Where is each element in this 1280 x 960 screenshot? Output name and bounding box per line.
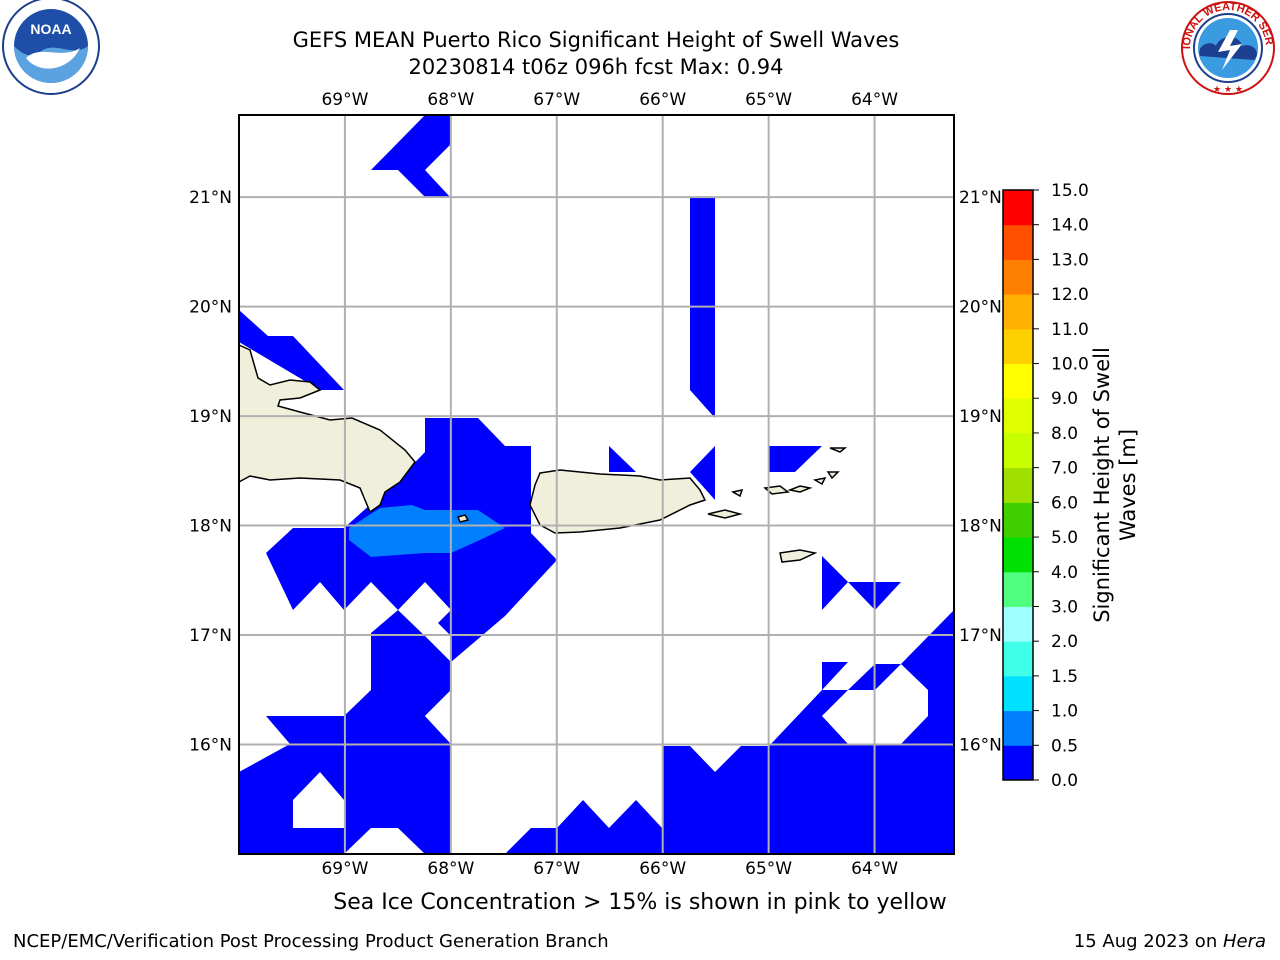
lat-tick-label-right: 17°N <box>959 626 1002 646</box>
land-masses <box>238 343 848 563</box>
colorbar-swatch <box>1003 398 1033 434</box>
footer-date: 15 Aug 2023 on Hera <box>1074 931 1266 952</box>
chart-subtitle: 20230814 t06z 096h fcst Max: 0.94 <box>408 55 784 79</box>
colorbar-title-line2: Waves [m] <box>1116 428 1140 542</box>
noaa-logo: NOAA <box>2 0 100 95</box>
colorbar-tick-label: 9.0 <box>1051 389 1078 409</box>
colorbar-tick-label: 15.0 <box>1051 181 1089 201</box>
noaa-logo-text: NOAA <box>30 21 71 37</box>
colorbar-tick-label: 14.0 <box>1051 216 1089 236</box>
lat-tick-label-left: 21°N <box>189 188 232 208</box>
lon-tick-label-bottom: 68°W <box>427 859 474 879</box>
colorbar-swatch <box>1003 606 1033 642</box>
colorbar-swatch <box>1003 432 1033 469</box>
colorbar-frame <box>1002 189 1034 781</box>
lat-tick-label-right: 20°N <box>959 298 1002 318</box>
map-area <box>238 114 955 855</box>
lon-tick-label-top: 65°W <box>745 90 792 110</box>
st-croix <box>779 549 818 563</box>
map-frame <box>238 114 955 855</box>
colorbar-tick-label: 10.0 <box>1051 355 1089 375</box>
colorbar-swatch <box>1003 328 1033 365</box>
lon-tick-label-bottom: 64°W <box>851 859 898 879</box>
svg-text:★ ★ ★: ★ ★ ★ <box>1213 85 1243 95</box>
lat-tick-label-right: 16°N <box>959 736 1002 756</box>
colorbar-swatch <box>1003 294 1033 330</box>
lon-tick-label-top: 68°W <box>427 90 474 110</box>
lon-tick-label-top: 69°W <box>321 90 368 110</box>
colorbar-swatch <box>1003 259 1033 295</box>
colorbar-tick-label: 8.0 <box>1051 424 1078 444</box>
colorbar-swatch <box>1003 571 1033 607</box>
footer-credit: NCEP/EMC/Verification Post Processing Pr… <box>13 931 609 952</box>
lat-tick-label-right: 18°N <box>959 517 1002 537</box>
colorbar-tick-label: 2.0 <box>1051 632 1078 652</box>
colorbar-tick-label: 7.0 <box>1051 459 1078 479</box>
colorbar-swatch <box>1003 363 1033 399</box>
svg-text:NATIONAL WEATHER SERVICE: NATIONAL WEATHER SERVICE <box>0 0 1275 49</box>
hispaniola <box>238 343 416 514</box>
colorbar-tick-label: 0.0 <box>1051 771 1078 791</box>
colorbar-tick-label: 11.0 <box>1051 320 1089 340</box>
lat-tick-label-right: 21°N <box>959 188 1002 208</box>
colorbar-tick-label: 1.5 <box>1051 667 1078 687</box>
colorbar-tick-label: 3.0 <box>1051 597 1078 617</box>
sea-ice-caption: Sea Ice Concentration > 15% is shown in … <box>333 890 947 915</box>
lat-tick-label-left: 17°N <box>189 626 232 646</box>
puerto-rico <box>529 469 707 534</box>
vieques <box>707 509 743 519</box>
colorbar-swatch <box>1003 537 1033 573</box>
chart-title: GEFS MEAN Puerto Rico Significant Height… <box>292 28 900 52</box>
graticule <box>239 115 954 854</box>
colorbar-tick-label: 13.0 <box>1051 250 1089 270</box>
colorbar-swatch <box>1003 224 1033 260</box>
lat-tick-label-left: 20°N <box>189 298 232 318</box>
colorbar-swatch <box>1003 190 1033 226</box>
colorbar-swatch <box>1003 745 1033 781</box>
colorbar-title-line1: Significant Height of Swell <box>1090 347 1114 623</box>
colorbar-tick-label: 5.0 <box>1051 528 1078 548</box>
lon-tick-label-top: 66°W <box>639 90 686 110</box>
lon-tick-label-bottom: 66°W <box>639 859 686 879</box>
colorbar-tick-label: 12.0 <box>1051 285 1089 305</box>
lon-tick-label-top: 67°W <box>533 90 580 110</box>
colorbar-swatch <box>1003 467 1033 503</box>
colorbar-swatch <box>1003 502 1033 538</box>
footer-host: Hera <box>1222 931 1266 952</box>
lat-tick-label-left: 16°N <box>189 736 232 756</box>
lat-tick-label-left: 18°N <box>189 517 232 537</box>
lon-tick-label-bottom: 67°W <box>533 859 580 879</box>
colorbar-tick-label: 6.0 <box>1051 493 1078 513</box>
lat-tick-label-right: 19°N <box>959 407 1002 427</box>
lon-tick-label-top: 64°W <box>851 90 898 110</box>
colorbar <box>1002 189 1039 781</box>
colorbar-swatch <box>1003 710 1033 746</box>
nws-ring-text: NATIONAL WEATHER SERVICE <box>0 0 1275 49</box>
lat-tick-label-left: 19°N <box>189 407 232 427</box>
colorbar-tick-label: 4.0 <box>1051 563 1078 583</box>
colorbar-swatch <box>1003 641 1033 677</box>
lon-tick-label-bottom: 69°W <box>321 859 368 879</box>
nws-logo: NATIONAL WEATHER SERVICE ★ ★ ★ <box>0 0 1275 95</box>
colorbar-tick-label: 1.0 <box>1051 702 1078 722</box>
colorbar-tick-label: 0.5 <box>1051 736 1078 756</box>
footer-date-text: 15 Aug 2023 on <box>1073 931 1223 952</box>
colorbar-swatch <box>1003 675 1033 712</box>
lon-tick-label-bottom: 65°W <box>745 859 792 879</box>
